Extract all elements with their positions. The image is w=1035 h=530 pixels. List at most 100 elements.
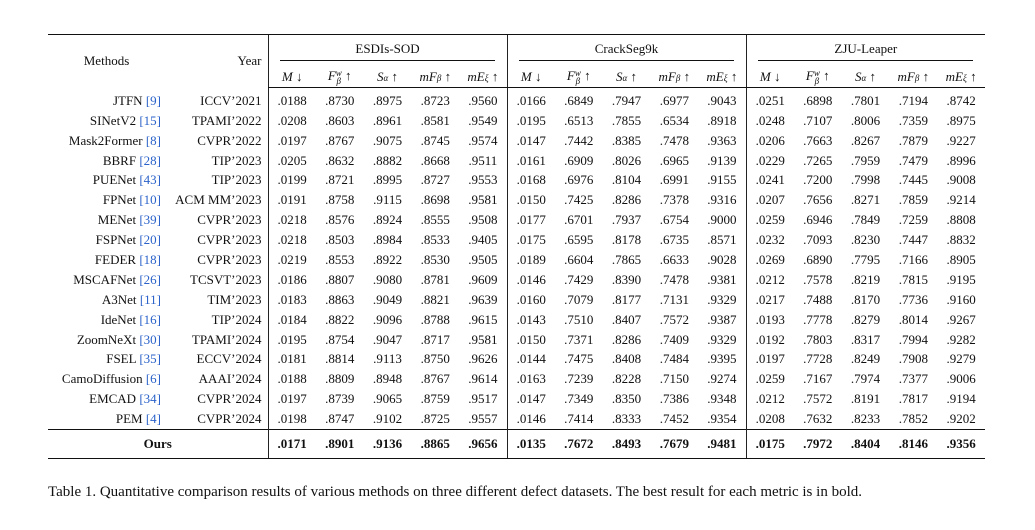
value-cell: .8493 [602, 429, 651, 460]
value-cell: .8759 [420, 391, 450, 407]
value-cell: .8408 [611, 351, 642, 367]
value-cell: .9136 [363, 429, 412, 460]
method-name: Ours [143, 436, 172, 452]
value-cell: .8750 [420, 351, 450, 367]
value-cell: .0232 [745, 230, 794, 251]
value-cell: .8814 [325, 351, 355, 367]
value-cell: .0199 [267, 170, 316, 191]
value-cell: .0150 [506, 190, 555, 211]
value-cell: .9279 [946, 351, 976, 367]
value-cell: .8832 [946, 232, 976, 248]
value-cell: .0208 [267, 110, 316, 131]
citation: [16] [139, 311, 161, 327]
value-cell: .7377 [898, 371, 928, 387]
data-row: FSEL [35] ECCV’2024 .0181 .8814 .9113 .8750 .9… [48, 349, 985, 370]
value-cell: .7795 [850, 251, 881, 267]
citation: [39] [139, 212, 161, 228]
method-cell: EMCAD [34] [48, 389, 165, 409]
metric-sup: w [813, 68, 820, 79]
citation: [28] [139, 152, 161, 168]
value-cell: .0218 [267, 210, 316, 231]
value-cell: .7479 [898, 152, 928, 168]
method-name: CamoDiffusion [61, 371, 143, 387]
metric-header: mF β ↑ [650, 67, 699, 88]
header-cell: Year [165, 34, 268, 88]
year-cell: CVPR’2024 [197, 411, 262, 427]
citation: [30] [139, 331, 161, 347]
value-cell: .7349 [564, 391, 594, 407]
value-cell: .0197 [267, 130, 316, 151]
value-cell: .7959 [850, 152, 881, 168]
metric-arrow: ↑ [444, 68, 452, 84]
value-cell: .9511 [468, 152, 498, 168]
value-cell: .7107 [803, 112, 833, 128]
value-cell: .9274 [707, 371, 737, 387]
value-cell: .9267 [946, 311, 976, 327]
value-cell: .8407 [611, 311, 642, 327]
value-cell: .7728 [803, 351, 833, 367]
value-cell: .8286 [611, 331, 642, 347]
value-cell: .8996 [946, 152, 976, 168]
value-cell: .9080 [372, 271, 403, 287]
value-cell: .0191 [267, 190, 316, 211]
metric-script: β [914, 72, 920, 83]
metric-sub: α [622, 72, 628, 83]
year-cell: CVPR’2022 [197, 132, 262, 148]
citation: [34] [139, 391, 161, 407]
value-cell: .8026 [611, 152, 642, 168]
header-cell: ESDIs-SOD [267, 34, 508, 67]
value-cell: .8632 [325, 152, 355, 168]
value-cell: .8924 [372, 212, 403, 228]
value-cell: .0146 [506, 409, 555, 430]
value-cell: .7859 [898, 192, 928, 208]
value-cell: .9560 [468, 92, 498, 108]
metric-base: M [520, 68, 532, 84]
year-cell: CVPR’2023 [197, 232, 262, 248]
value-cell: .8571 [707, 232, 737, 248]
value-cell: .9075 [372, 132, 403, 148]
metric-arrow: ↑ [730, 68, 738, 84]
method-cell: A3Net [11] [48, 290, 165, 310]
value-cell: .0251 [745, 87, 794, 111]
metric-base: F [805, 68, 814, 84]
value-cell: .7478 [659, 132, 689, 148]
value-cell: .9581 [468, 192, 498, 208]
data-row: IdeNet [16] TIP’2024 .0184 .8822 .9096 .8788.… [48, 309, 985, 330]
metric-script: β [676, 73, 680, 82]
citation: [26] [139, 271, 161, 287]
value-cell: .8975 [946, 112, 976, 128]
method-cell: FEDER [18] [48, 250, 165, 270]
value-cell: .7194 [898, 92, 928, 108]
value-cell: .6946 [803, 212, 833, 228]
metric-sub: β [914, 72, 920, 83]
value-cell: .9626 [468, 351, 498, 367]
method-cell: JTFN [9] [48, 87, 165, 110]
metric-script: α [384, 73, 389, 82]
value-cell: .0166 [506, 87, 555, 111]
value-cell: .7371 [564, 331, 594, 347]
metric-base: S [616, 68, 623, 84]
value-cell: .9096 [372, 311, 403, 327]
value-cell: .7855 [611, 112, 642, 128]
value-cell: .8533 [420, 232, 450, 248]
value-cell: .7998 [850, 172, 881, 188]
metric-arrow: ↑ [630, 68, 638, 84]
value-cell: .9405 [468, 232, 498, 248]
method-name: FPNet [102, 192, 137, 208]
method-name: MENet [97, 212, 137, 228]
value-cell: .8730 [325, 92, 355, 108]
value-cell: .7974 [850, 371, 881, 387]
header-cell: Methods [48, 34, 165, 88]
value-cell: .9381 [707, 271, 737, 287]
value-cell: .9316 [707, 192, 737, 208]
method-name: Mask2Former [68, 132, 143, 148]
value-cell: .9006 [946, 371, 976, 387]
caption: Table 1. Quantitative comparison results… [48, 484, 862, 500]
value-cell: .9615 [468, 311, 498, 327]
value-cell: .8809 [325, 371, 355, 387]
data-row: ZoomNeXt [30] TPAMI’2024 .0195 .8754 .9047 .8… [48, 329, 985, 350]
year-cell: CVPR’2023 [197, 212, 262, 228]
header-cell: CrackSeg9k [506, 34, 747, 67]
year-cell: AAAI’2024 [198, 371, 262, 387]
